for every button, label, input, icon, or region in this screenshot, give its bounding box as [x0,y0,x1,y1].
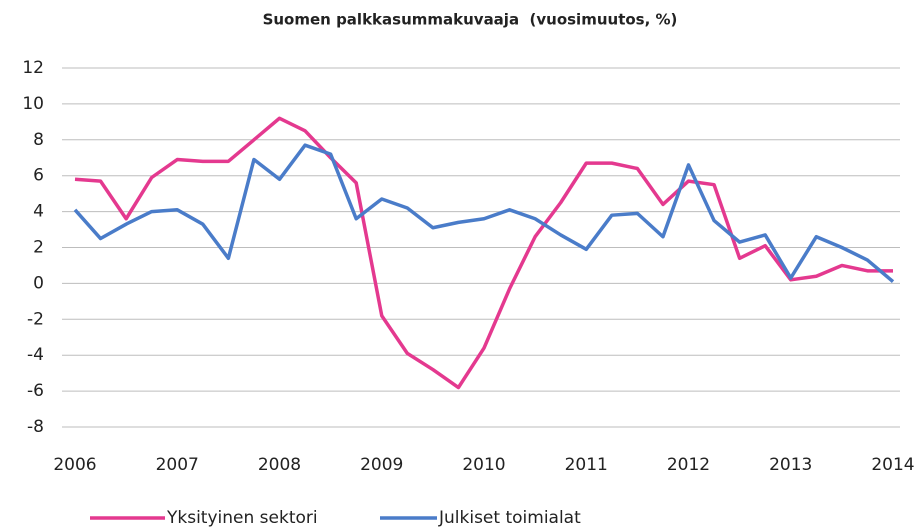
y-tick-label: 8 [33,130,44,150]
x-tick-label: 2009 [360,455,403,475]
x-tick-label: 2007 [156,455,199,475]
y-tick-label: -8 [27,417,44,437]
y-tick-label: 6 [33,166,44,186]
y-tick-label: 4 [33,202,44,222]
y-tick-label: -4 [27,345,44,365]
x-tick-label: 2012 [667,455,710,475]
x-tick-label: 2006 [53,455,96,475]
x-tick-label: 2008 [258,455,301,475]
y-tick-label: 0 [33,273,44,293]
legend-label: Julkiset toimialat [438,508,581,528]
chart-title: Suomen palkkasummakuvaaja (vuosimuutos, … [263,11,678,29]
y-tick-label: 2 [33,238,44,258]
x-tick-label: 2013 [769,455,812,475]
x-tick-label: 2010 [462,455,505,475]
series-line [73,143,895,283]
x-tick-label: 2014 [871,455,914,475]
y-tick-label: -6 [27,381,44,401]
legend-label: Yksityinen sektori [166,508,318,528]
y-tick-label: 12 [22,58,44,78]
y-tick-label: -2 [27,309,44,329]
y-tick-label: 10 [22,94,44,114]
series-line [74,116,893,390]
x-tick-label: 2011 [565,455,608,475]
